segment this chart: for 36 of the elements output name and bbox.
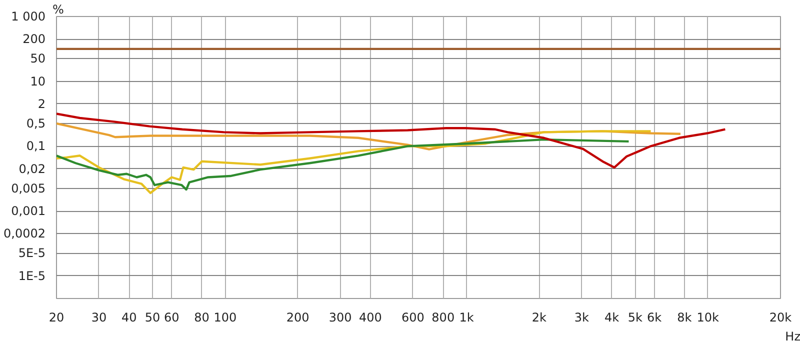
x-tick-label: 300 [328, 310, 352, 324]
x-tick-label: 10k [696, 310, 720, 324]
x-tick-label: 50 [144, 310, 160, 324]
y-tick-label: 0,1 [26, 139, 46, 154]
x-tick-label: 3k [574, 310, 590, 324]
x-tick-label: 800 [432, 310, 455, 324]
x-tick-label: 20 [48, 310, 64, 324]
x-tick-label: 30 [91, 310, 107, 324]
x-tick-label: 40 [122, 310, 137, 324]
x-tick-label: 60 [164, 310, 180, 324]
y-tick-label: 0,0002 [4, 226, 46, 241]
x-tick-label: 20k [769, 310, 792, 324]
y-tick-label: 0,001 [11, 204, 46, 218]
x-tick-label: 400 [359, 310, 382, 324]
y-tick-label: 1 000 [11, 10, 46, 24]
y-axis-title: % [52, 2, 64, 16]
x-tick-label: 8k [677, 310, 692, 324]
x-axis-title: Hz [785, 330, 800, 343]
x-tick-label: 100 [214, 310, 237, 324]
x-tick-label: 600 [402, 310, 424, 324]
y-tick-label: 200 [22, 32, 46, 46]
y-tick-label: 2 [38, 96, 46, 111]
y-tick-label: 0,005 [11, 181, 46, 196]
x-tick-label: 2k [532, 310, 547, 324]
y-tick-label: 0,02 [18, 162, 46, 176]
y-tick-label: 50 [30, 52, 46, 66]
y-tick-label: 5E-5 [18, 246, 46, 260]
x-tick-label: 200 [286, 310, 310, 324]
y-tick-label: 10 [30, 74, 46, 88]
y-tick-label: 0,5 [26, 116, 46, 131]
y-tick-label: 1E-5 [18, 268, 46, 283]
x-tick-label: 6k [647, 310, 662, 324]
x-tick-label: 4k [604, 310, 620, 324]
x-tick-label: 80 [194, 310, 210, 324]
x-tick-label: 1k [459, 310, 474, 324]
x-tick-label: 5k [628, 310, 643, 324]
